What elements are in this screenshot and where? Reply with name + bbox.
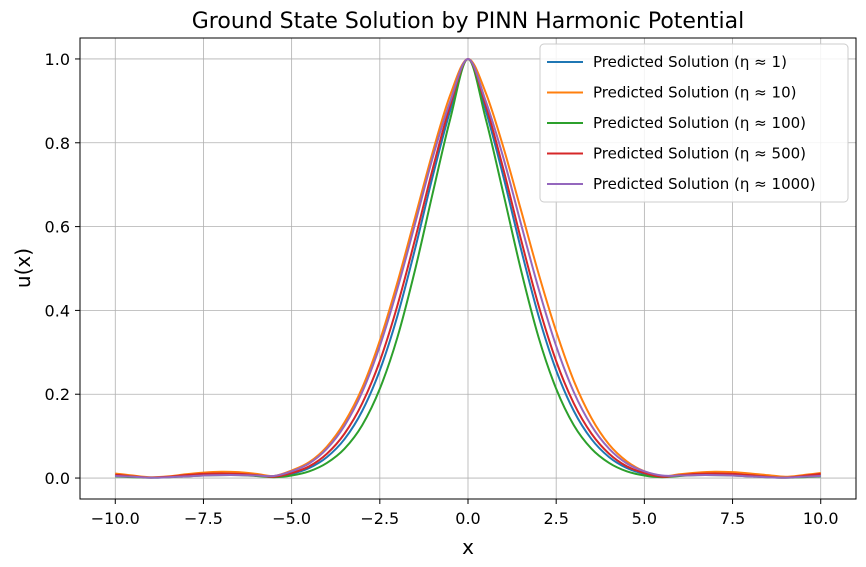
series-line-5: [115, 57, 821, 479]
y-tick-label: 0.8: [45, 134, 70, 153]
legend-label: Predicted Solution (η ≈ 500): [593, 145, 806, 163]
legend-label: Predicted Solution (η ≈ 1): [593, 53, 787, 71]
x-tick-label: 0.0: [455, 509, 480, 528]
legend-label: Predicted Solution (η ≈ 100): [593, 114, 806, 132]
x-tick-label: 7.5: [720, 509, 745, 528]
y-tick-label: 0.0: [45, 469, 70, 488]
x-tick-label: 5.0: [632, 509, 657, 528]
series-lines: [115, 57, 821, 479]
legend-box: [539, 43, 849, 203]
y-tick-label: 0.6: [45, 218, 70, 237]
x-tick-label: 10.0: [803, 509, 839, 528]
x-axis-title: x: [462, 535, 474, 559]
axis-ticks: −10.0 −7.5 −5.0 −2.5 0.0 2.5 5.0 7.5 10.0 0.0 0.2 0…: [45, 50, 839, 528]
x-tick-label: −5.0: [272, 509, 311, 528]
y-tick-label: 1.0: [45, 50, 70, 69]
chart-title: Ground State Solution by PINN Harmonic P…: [192, 9, 745, 34]
legend-label: Predicted Solution (η ≈ 10): [593, 84, 796, 102]
legend-label: Predicted Solution (η ≈ 1000): [593, 175, 816, 193]
x-tick-label: −7.5: [184, 509, 223, 528]
y-axis-title: u(x): [11, 248, 35, 288]
x-tick-label: 2.5: [543, 509, 568, 528]
legend: Predicted Solution (η ≈ 1) Predicted Solu…: [539, 43, 849, 203]
x-tick-label: −2.5: [360, 509, 399, 528]
x-tick-label: −10.0: [91, 509, 140, 528]
y-tick-label: 0.2: [45, 385, 70, 404]
y-tick-label: 0.4: [45, 301, 70, 320]
